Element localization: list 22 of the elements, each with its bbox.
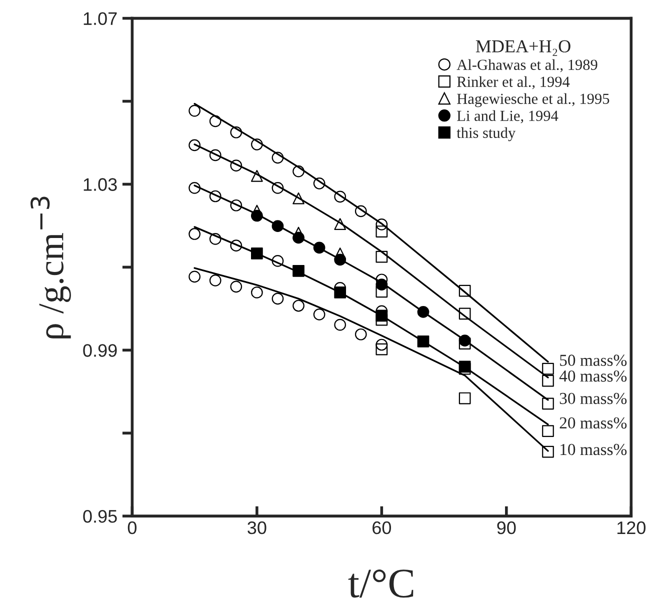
legend-label: Li and Lie, 1994	[457, 110, 558, 124]
annotation: 50 mass%	[560, 354, 627, 366]
x-tick-label: 30	[248, 521, 266, 534]
y-tick-label: 0.99	[83, 344, 117, 357]
y-tick-label: 1.03	[84, 178, 117, 191]
annotation: 10 mass%	[560, 444, 627, 456]
y-tick-label: 0.95	[83, 510, 117, 523]
x-axis-title: t/°C	[348, 570, 414, 598]
x-tick-label: 120	[617, 521, 646, 534]
annotation: 30 mass%	[560, 392, 627, 404]
y-tick-label: 1.07	[84, 12, 117, 26]
legend-title: MDEA+H₂O	[476, 40, 570, 56]
annotation: 40 mass%	[559, 370, 627, 382]
legend-label: Al-Ghawas et al., 1989	[456, 59, 598, 72]
annotation: 20 mass%	[560, 417, 627, 429]
x-tick-label: 90	[497, 521, 516, 534]
x-tick-label: 0	[128, 521, 137, 534]
legend-label: Rinker et al., 1994	[457, 76, 570, 90]
y-axis-title: ρ /g.cm$^{−3}$	[30, 196, 71, 338]
x-tick-label: 60	[372, 521, 392, 534]
legend-label: Hagewiesche et al., 1995	[457, 93, 610, 108]
legend-label: this study	[456, 127, 516, 142]
